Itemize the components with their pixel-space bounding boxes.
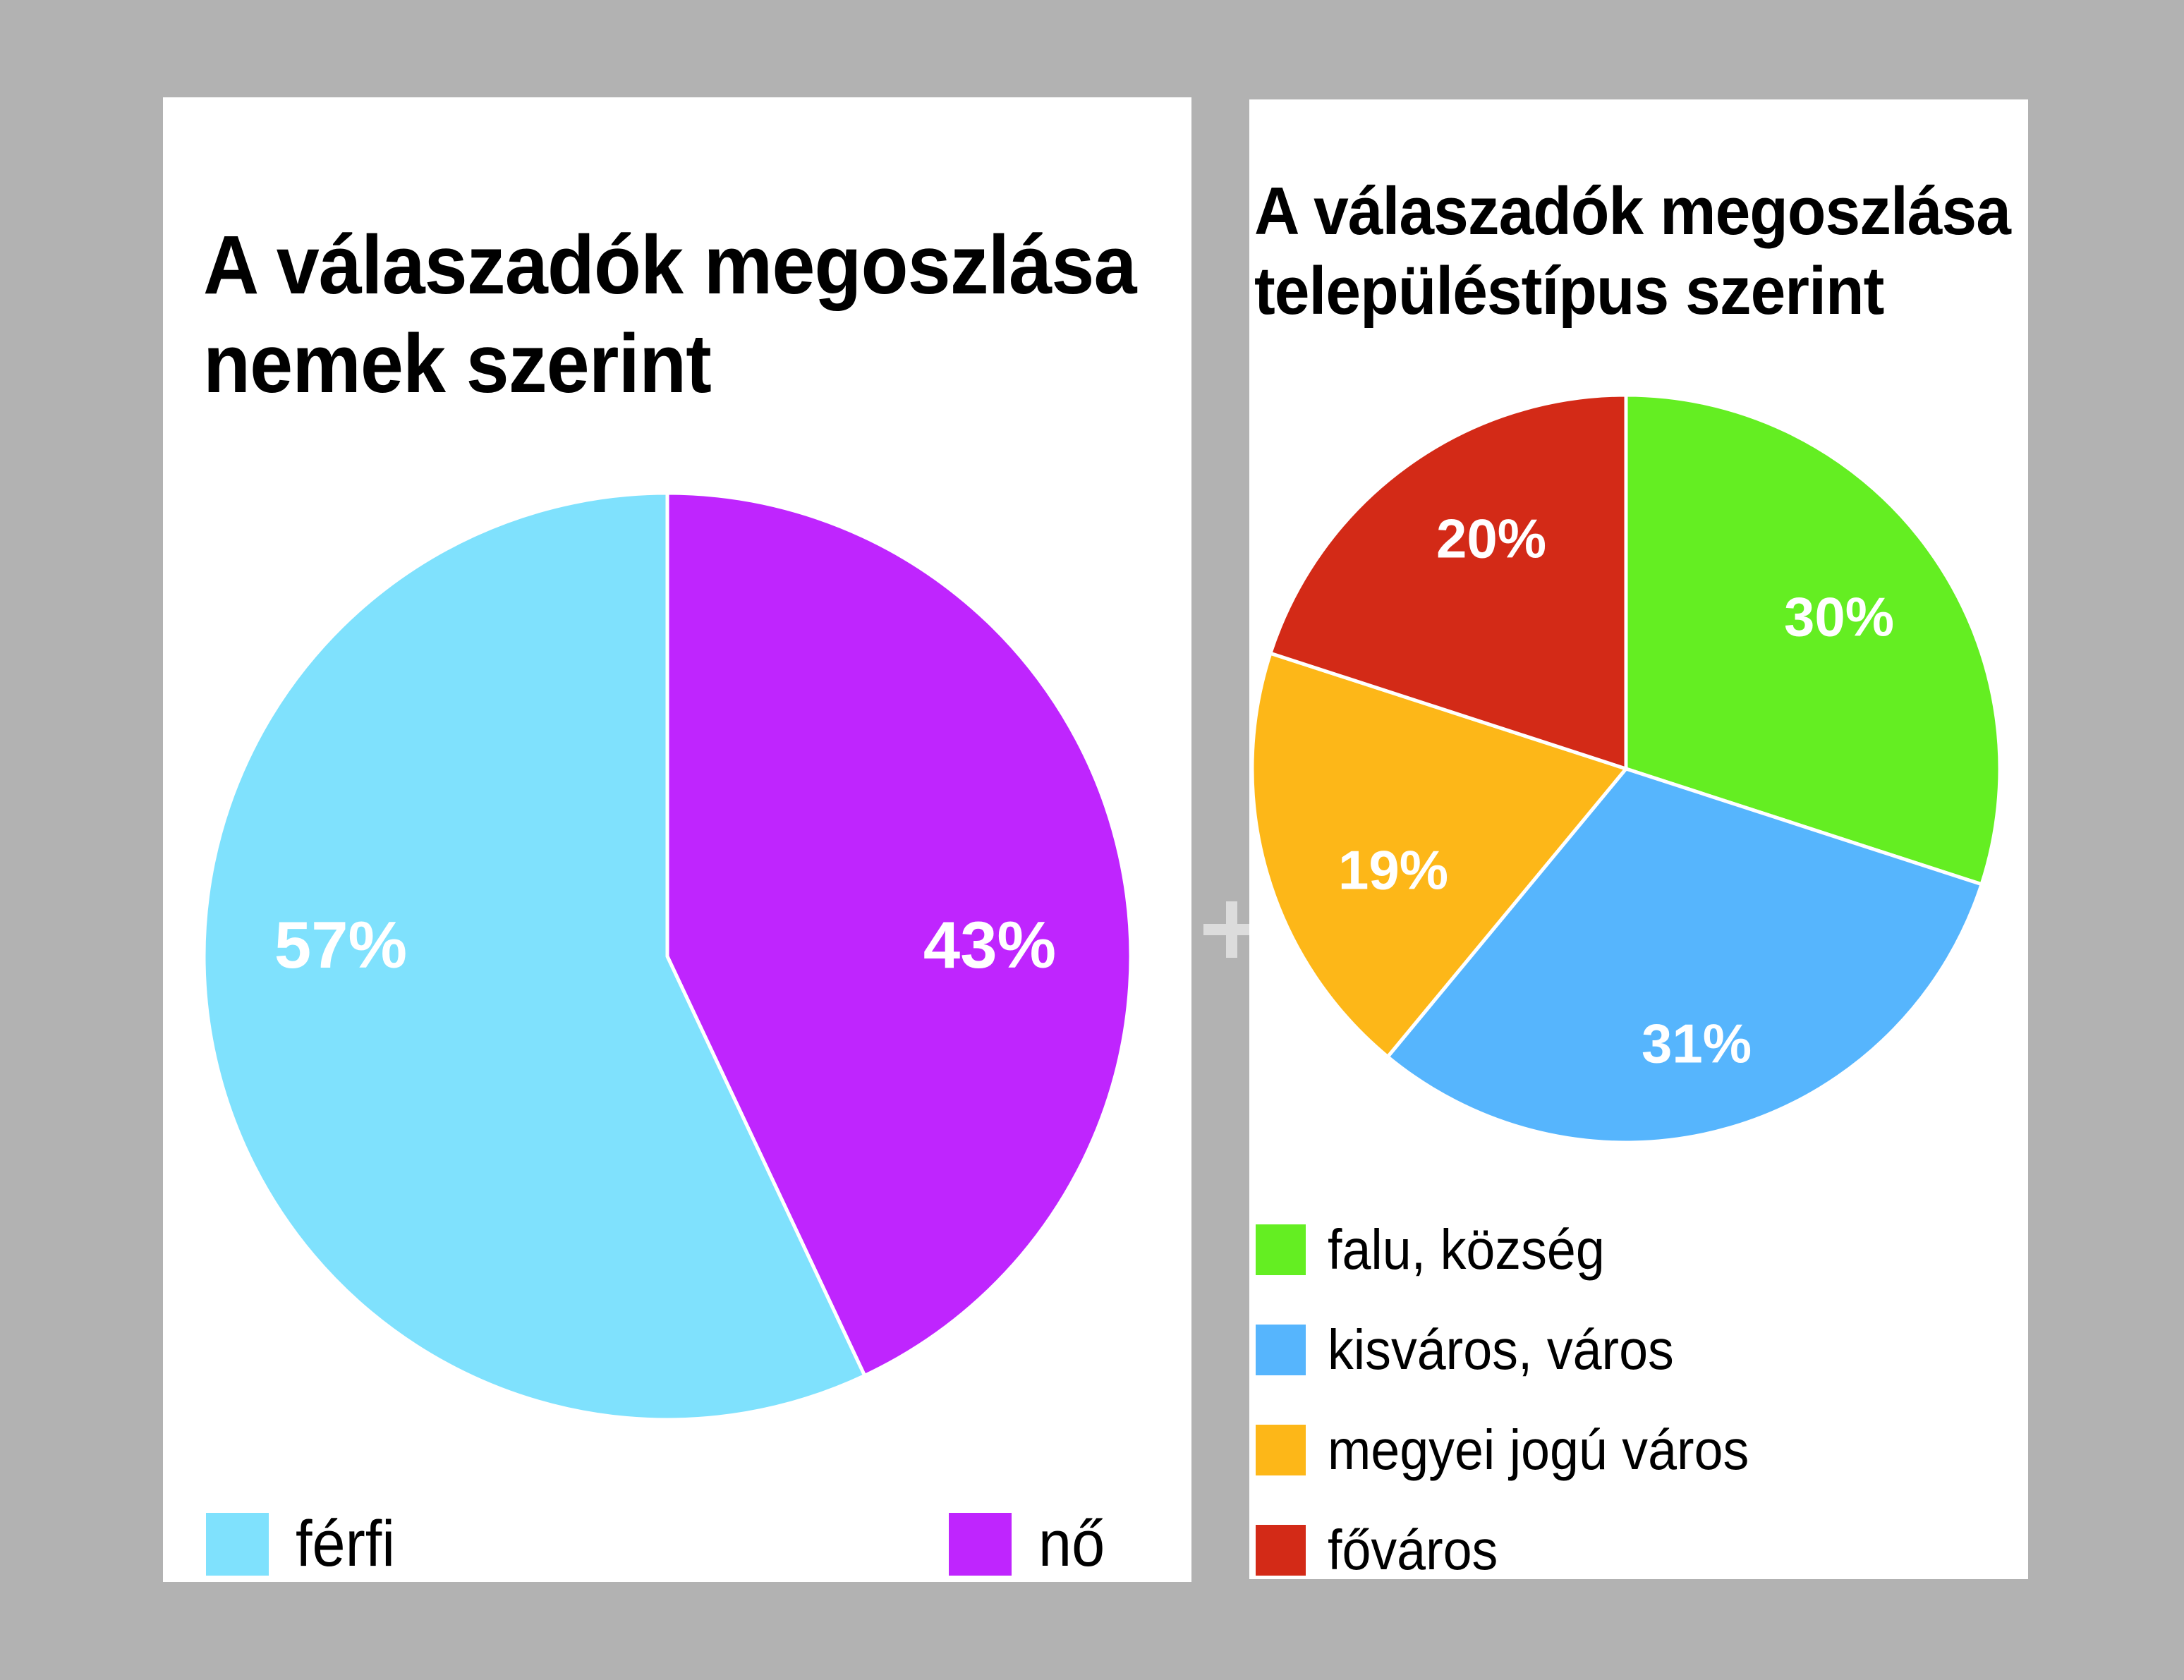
pie-slice bbox=[1385, 767, 1984, 1145]
pie-slice bbox=[202, 491, 867, 1422]
legend-label-falu: falu, község bbox=[1328, 1218, 1605, 1281]
pie-slice bbox=[665, 491, 1133, 1377]
gender-chart-panel: A válaszadók megoszlása nemek szerint 43… bbox=[163, 97, 1191, 1582]
legend-swatch-no bbox=[949, 1513, 1012, 1576]
legend-label-megyei: megyei jogú város bbox=[1328, 1418, 1749, 1481]
pie-label-megyei: 19% bbox=[1337, 839, 1449, 901]
legend-item-megyei: megyei jogú város bbox=[1256, 1418, 1785, 1483]
settlement-chart-title: A válaszadók megoszlása településtípus s… bbox=[1254, 171, 2011, 331]
legend-swatch-kisvaros bbox=[1256, 1325, 1306, 1375]
gender-chart-title-line-1: A válaszadók megoszlása bbox=[203, 219, 1136, 312]
settlement-chart-panel: A válaszadók megoszlása településtípus s… bbox=[1249, 99, 2028, 1579]
pie-slice bbox=[1268, 393, 1628, 771]
legend-item-ferfi: férfi bbox=[206, 1507, 404, 1581]
legend-label-fovaros: főváros bbox=[1328, 1518, 1498, 1579]
gender-pie-chart bbox=[202, 491, 1133, 1422]
gender-chart-title-line-2: nemek szerint bbox=[203, 317, 712, 410]
legend-label-kisvaros: kisváros, város bbox=[1328, 1318, 1674, 1381]
settlement-chart-title-line-2: településtípus szerint bbox=[1254, 253, 1884, 329]
pie-slice bbox=[1624, 393, 2002, 887]
legend-label-no: nő bbox=[1038, 1508, 1105, 1580]
pie-slice bbox=[1250, 651, 1628, 1059]
pie-label-ferfi: 57% bbox=[274, 908, 408, 982]
legend-item-no: nő bbox=[949, 1507, 1110, 1581]
pie-label-kisvaros: 31% bbox=[1641, 1012, 1752, 1075]
legend-item-falu: falu, község bbox=[1256, 1217, 1629, 1282]
legend-swatch-falu bbox=[1256, 1224, 1306, 1275]
pie-label-falu: 30% bbox=[1783, 585, 1895, 648]
legend-label-ferfi: férfi bbox=[296, 1508, 396, 1580]
plus-icon bbox=[1203, 901, 1260, 958]
gender-chart-title: A válaszadók megoszlása nemek szerint bbox=[203, 216, 1136, 413]
settlement-pie-chart bbox=[1250, 393, 2002, 1145]
pie-label-fovaros: 20% bbox=[1436, 507, 1547, 570]
pie-label-no: 43% bbox=[923, 908, 1057, 982]
legend-swatch-ferfi bbox=[206, 1513, 269, 1576]
legend-item-fovaros: főváros bbox=[1256, 1518, 1512, 1579]
legend-swatch-megyei bbox=[1256, 1425, 1306, 1475]
settlement-chart-title-line-1: A válaszadók megoszlása bbox=[1254, 174, 2011, 249]
legend-item-kisvaros: kisváros, város bbox=[1256, 1317, 1704, 1382]
legend-swatch-fovaros bbox=[1256, 1525, 1306, 1576]
